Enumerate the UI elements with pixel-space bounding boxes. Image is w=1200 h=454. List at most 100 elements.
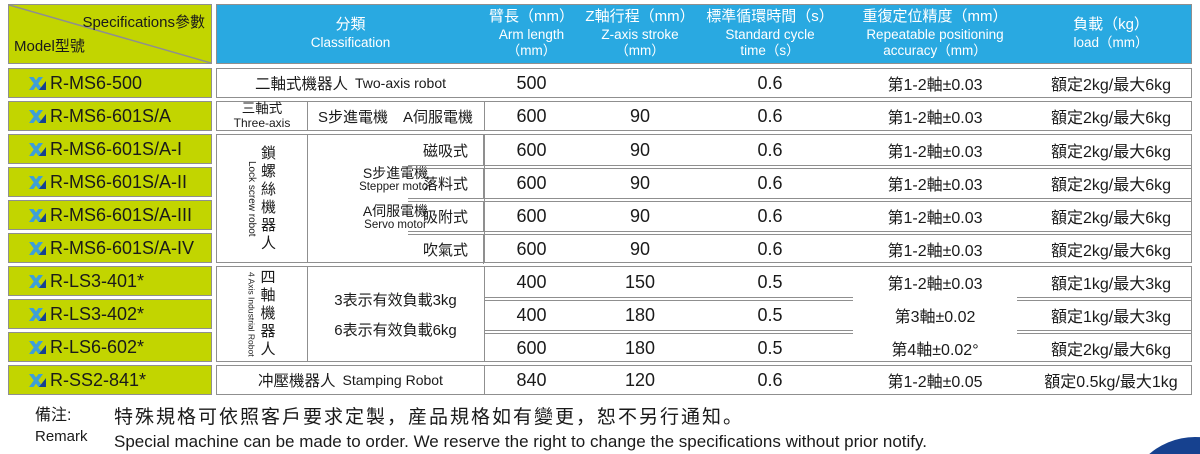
row-group-lock-screw: 鎖螺絲機器人 Lock screw robot S步進電機 Stepper mo… bbox=[216, 134, 1192, 264]
column-header-cycle-time: 標準循環時間（s） Standard cycle time（s） bbox=[706, 7, 834, 59]
table-row: 400 180 0.5 第3軸±0.02 額定1kg/最大3kg bbox=[484, 300, 1191, 330]
z-stroke-value: 150 bbox=[624, 271, 656, 292]
z-stroke-value: 90 bbox=[629, 105, 651, 126]
brand-logo-icon bbox=[29, 274, 46, 288]
load-value: 額定1kg/最大3kg bbox=[1050, 309, 1172, 326]
model-cell: R-MS6-601S/A-III bbox=[8, 200, 212, 230]
arm-length-value: 600 bbox=[516, 337, 547, 358]
cycle-time-value: 0.5 bbox=[757, 337, 783, 358]
brand-logo-icon bbox=[29, 175, 46, 189]
arm-length-value: 600 bbox=[516, 105, 547, 126]
row-separator bbox=[484, 300, 853, 301]
cycle-time-value: 0.6 bbox=[757, 369, 783, 390]
row-separator bbox=[408, 198, 1191, 199]
payload-note-cell: 3表示有效負載3kg 6表示有效負載6kg bbox=[307, 267, 485, 361]
brand-logo-icon bbox=[29, 109, 46, 123]
row-separator bbox=[484, 333, 853, 334]
motor-cell: S步進電機 Stepper motor A伺服電機 Servo motor bbox=[307, 135, 485, 262]
gripper-type-cell: 磁吸式 bbox=[408, 135, 484, 165]
gripper-type-cell: 落料式 bbox=[408, 168, 484, 198]
brand-logo-icon bbox=[29, 307, 46, 321]
load-value: 額定0.5kg/最大1kg bbox=[1044, 374, 1178, 391]
model-cell: R-LS6-602* bbox=[8, 332, 212, 362]
model-cell: R-LS3-402* bbox=[8, 299, 212, 329]
row-stamping: 冲壓機器人 Stamping Robot 840 120 0.6 第1-2軸±0… bbox=[216, 365, 1192, 395]
arm-length-value: 600 bbox=[516, 238, 547, 259]
z-stroke-value: 90 bbox=[629, 172, 651, 193]
brand-logo-icon bbox=[29, 142, 46, 156]
brand-logo-icon bbox=[29, 340, 46, 354]
model-cell: R-LS3-401* bbox=[8, 266, 212, 296]
axis-type-cell: 三軸式 Three-axis bbox=[217, 101, 308, 130]
cycle-time-value: 0.5 bbox=[757, 271, 783, 292]
cycle-time-value: 0.6 bbox=[757, 139, 783, 160]
cycle-time-value: 0.6 bbox=[757, 172, 783, 193]
accuracy-value: 第1-2軸±0.03 bbox=[887, 243, 983, 260]
z-stroke-value: 90 bbox=[629, 205, 651, 226]
model-cell: R-MS6-601S/A-I bbox=[8, 134, 212, 164]
arm-length-value: 400 bbox=[516, 271, 547, 292]
accuracy-value: 第1-2軸±0.03 bbox=[887, 210, 983, 227]
corner-decoration bbox=[1125, 437, 1200, 454]
arm-length-value: 400 bbox=[516, 304, 547, 325]
arm-length-value: 600 bbox=[516, 172, 547, 193]
accuracy-value: 第4軸±0.02° bbox=[891, 342, 979, 359]
row-group-4-axis: 四軸機器人 4 Axis Industrial Robot 3表示有效負載3kg… bbox=[216, 266, 1192, 362]
model-name: R-MS6-500 bbox=[50, 72, 143, 93]
model-name: R-SS2-841* bbox=[50, 369, 147, 390]
model-cell: R-MS6-601S/A-II bbox=[8, 167, 212, 197]
motor-cell: S步進電機 A伺服電機 bbox=[307, 102, 485, 130]
load-value: 額定2kg/最大6kg bbox=[1050, 144, 1172, 161]
z-stroke-value: 180 bbox=[624, 337, 656, 358]
accuracy-value: 第1-2軸±0.03 bbox=[887, 144, 983, 161]
header-spec-label: Specifications參數 bbox=[82, 14, 205, 31]
classification-cell: 冲壓機器人 Stamping Robot bbox=[217, 366, 485, 394]
model-name: R-LS3-401* bbox=[50, 270, 145, 291]
table-header: 分類 Classification 臂長（mm） Arm length （mm）… bbox=[216, 4, 1192, 64]
row-separator bbox=[1017, 330, 1191, 331]
load-value: 額定2kg/最大6kg bbox=[1050, 110, 1172, 127]
model-cell: R-SS2-841* bbox=[8, 365, 212, 395]
load-value: 額定2kg/最大6kg bbox=[1050, 243, 1172, 260]
column-header-classification: 分類 Classification bbox=[310, 16, 391, 50]
table-row: 600 90 0.6 第1-2軸±0.03 額定2kg/最大6kg bbox=[484, 234, 1191, 264]
brand-logo-icon bbox=[29, 76, 46, 90]
remark-text: 特殊規格可依照客戶要求定製，産品規格如有變更，恕不另行通知。 Special m… bbox=[114, 407, 927, 451]
table-row: 600 180 0.5 第4軸±0.02° 額定2kg/最大6kg bbox=[484, 333, 1191, 363]
accuracy-value: 第1-2軸±0.03 bbox=[887, 110, 983, 127]
table-row: 600 90 0.6 第1-2軸±0.03 額定2kg/最大6kg bbox=[484, 201, 1191, 231]
load-value: 額定2kg/最大6kg bbox=[1050, 342, 1172, 359]
model-cell: R-MS6-500 bbox=[8, 68, 212, 98]
brand-logo-icon bbox=[29, 208, 46, 222]
row-separator bbox=[408, 234, 1191, 235]
model-name: R-LS6-602* bbox=[50, 336, 145, 357]
brand-logo-icon bbox=[29, 373, 46, 387]
gripper-type-cell: 吹氣式 bbox=[408, 234, 484, 264]
model-name: R-MS6-601S/A-I bbox=[50, 138, 183, 159]
cycle-time-value: 0.6 bbox=[757, 205, 783, 226]
diagonal-divider bbox=[9, 5, 211, 63]
z-stroke-value: 180 bbox=[624, 304, 656, 325]
robot-type-vertical-cell: 鎖螺絲機器人 Lock screw robot bbox=[217, 135, 308, 262]
header-model-label: Model型號 bbox=[14, 38, 85, 55]
row-separator bbox=[1017, 297, 1191, 298]
robot-type-vertical-cell: 四軸機器人 4 Axis Industrial Robot bbox=[217, 267, 308, 361]
table-row: 600 90 0.6 第1-2軸±0.03 額定2kg/最大6kg bbox=[484, 135, 1191, 165]
remark-label: 備注: Remark bbox=[35, 407, 88, 445]
row-separator bbox=[484, 297, 853, 298]
row-three-axis: 三軸式 Three-axis S步進電機 A伺服電機 600 90 0.6 第1… bbox=[216, 101, 1192, 131]
model-name: R-LS3-402* bbox=[50, 303, 145, 324]
table-row: 400 150 0.5 第1-2軸±0.03 額定1kg/最大3kg bbox=[484, 267, 1191, 297]
z-stroke-value: 120 bbox=[624, 369, 656, 390]
column-header-arm-length: 臂長（mm） Arm length （mm） bbox=[489, 7, 574, 59]
z-stroke-value: 90 bbox=[629, 238, 651, 259]
row-separator bbox=[1017, 300, 1191, 301]
arm-length-value: 600 bbox=[516, 139, 547, 160]
load-value: 額定2kg/最大6kg bbox=[1050, 177, 1172, 194]
model-name: R-MS6-601S/A bbox=[50, 105, 172, 126]
row-separator bbox=[1017, 333, 1191, 334]
cycle-time-value: 0.6 bbox=[757, 72, 783, 93]
row-separator bbox=[408, 168, 1191, 169]
column-header-accuracy: 重復定位精度（mm） Repeatable positioning accura… bbox=[862, 7, 1008, 59]
